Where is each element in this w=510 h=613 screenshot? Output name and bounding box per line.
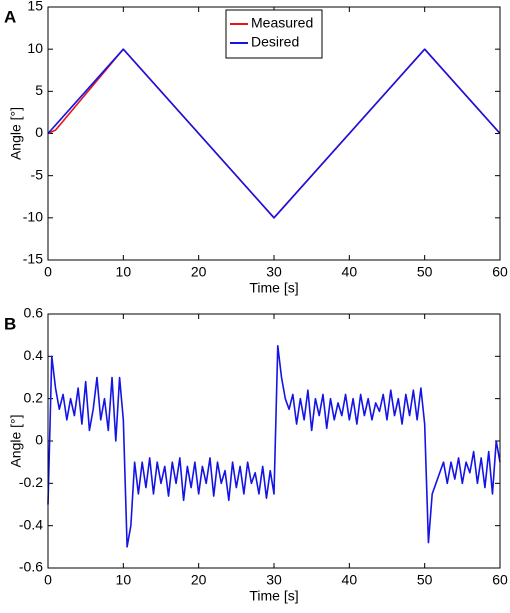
y-tick-label: -0.6 (19, 559, 43, 575)
y-tick-label: 0 (35, 124, 43, 140)
y-tick-label: -0.2 (19, 474, 43, 490)
x-tick-label: 10 (116, 572, 132, 588)
x-tick-label: 60 (492, 572, 508, 588)
x-axis-label: Time [s] (249, 588, 298, 604)
x-axis-label: Time [s] (249, 280, 298, 296)
data-line (47, 48, 501, 219)
x-tick-label: 30 (266, 264, 282, 280)
panel-label: A (4, 7, 16, 26)
legend-label: Measured (251, 15, 313, 31)
y-tick-label: 0.4 (24, 347, 44, 363)
y-tick-label: -15 (23, 251, 43, 267)
y-axis-label: Angle [°] (8, 107, 24, 160)
y-axis-label: Angle [°] (8, 414, 24, 467)
y-tick-label: 0.6 (24, 305, 44, 321)
plot-frame (47, 313, 501, 569)
data-line (47, 344, 501, 548)
x-tick-label: 30 (266, 572, 282, 588)
y-tick-label: -10 (23, 209, 43, 225)
y-tick-label: -0.4 (19, 516, 43, 532)
y-tick-label: 10 (27, 40, 43, 56)
y-tick-label: 0.2 (24, 389, 44, 405)
y-tick-label: 15 (27, 0, 43, 14)
x-tick-label: 40 (342, 264, 358, 280)
x-tick-label: 40 (342, 572, 358, 588)
legend-label: Desired (251, 34, 299, 50)
x-tick-label: 50 (417, 264, 433, 280)
y-tick-label: 0 (35, 432, 43, 448)
x-tick-label: 50 (417, 572, 433, 588)
x-tick-label: 10 (116, 264, 132, 280)
y-tick-label: -5 (31, 166, 44, 182)
y-tick-label: 5 (35, 82, 43, 98)
plot-frame (47, 6, 501, 261)
panel-label: B (4, 314, 16, 333)
x-tick-label: 0 (44, 572, 52, 588)
x-tick-label: 0 (44, 264, 52, 280)
x-tick-label: 20 (191, 572, 207, 588)
legend-box (225, 9, 323, 59)
x-tick-label: 20 (191, 264, 207, 280)
x-tick-label: 60 (492, 264, 508, 280)
